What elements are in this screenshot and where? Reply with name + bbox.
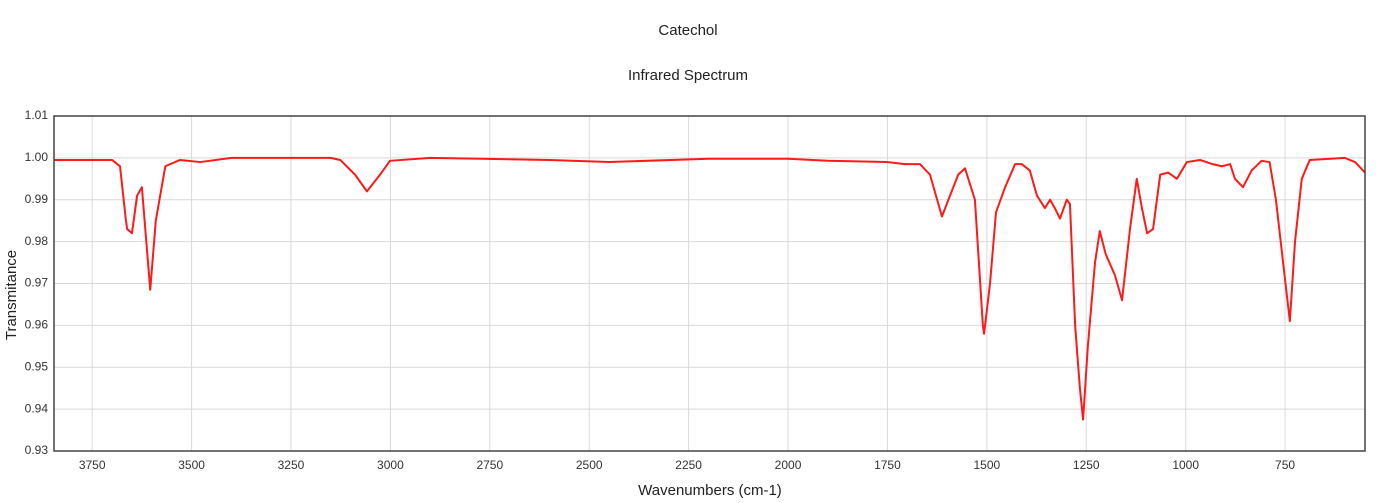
x-tick-label: 2500 — [576, 458, 603, 472]
y-tick-label: 1.01 — [25, 108, 49, 122]
x-tick-label: 3250 — [278, 458, 305, 472]
y-tick-label: 1.00 — [25, 150, 49, 164]
x-tick-label: 1000 — [1172, 458, 1199, 472]
plot — [54, 156, 1366, 421]
x-tick-label: 3750 — [79, 458, 106, 472]
x-tick-label: 750 — [1275, 458, 1295, 472]
x-axis-title: Wavenumbers (cm-1) — [638, 482, 782, 499]
chart-subtitle: Infrared Spectrum — [628, 67, 748, 84]
spectrum-line — [54, 156, 1366, 421]
y-axis-title: Transmitance — [3, 250, 20, 340]
x-tick-label: 1750 — [874, 458, 901, 472]
y-tick-label: 0.96 — [25, 318, 49, 332]
y-tick-label: 0.93 — [25, 443, 49, 457]
x-tick-label: 2000 — [775, 458, 802, 472]
y-tick-label: 0.99 — [25, 192, 49, 206]
x-tick-label: 1250 — [1073, 458, 1100, 472]
x-tick-label: 3500 — [178, 458, 205, 472]
y-tick-label: 0.95 — [25, 359, 49, 373]
chart-title: Catechol — [658, 22, 717, 39]
x-tick-label: 3000 — [377, 458, 404, 472]
x-tick-label: 1500 — [973, 458, 1000, 472]
y-tick-label: 0.94 — [25, 401, 49, 415]
grid — [54, 115, 1365, 452]
x-tick-label: 2250 — [675, 458, 702, 472]
y-tick-label: 0.98 — [25, 234, 49, 248]
y-tick-label: 0.97 — [25, 276, 49, 290]
x-tick-label: 2750 — [476, 458, 503, 472]
plot-frame — [53, 115, 1366, 452]
